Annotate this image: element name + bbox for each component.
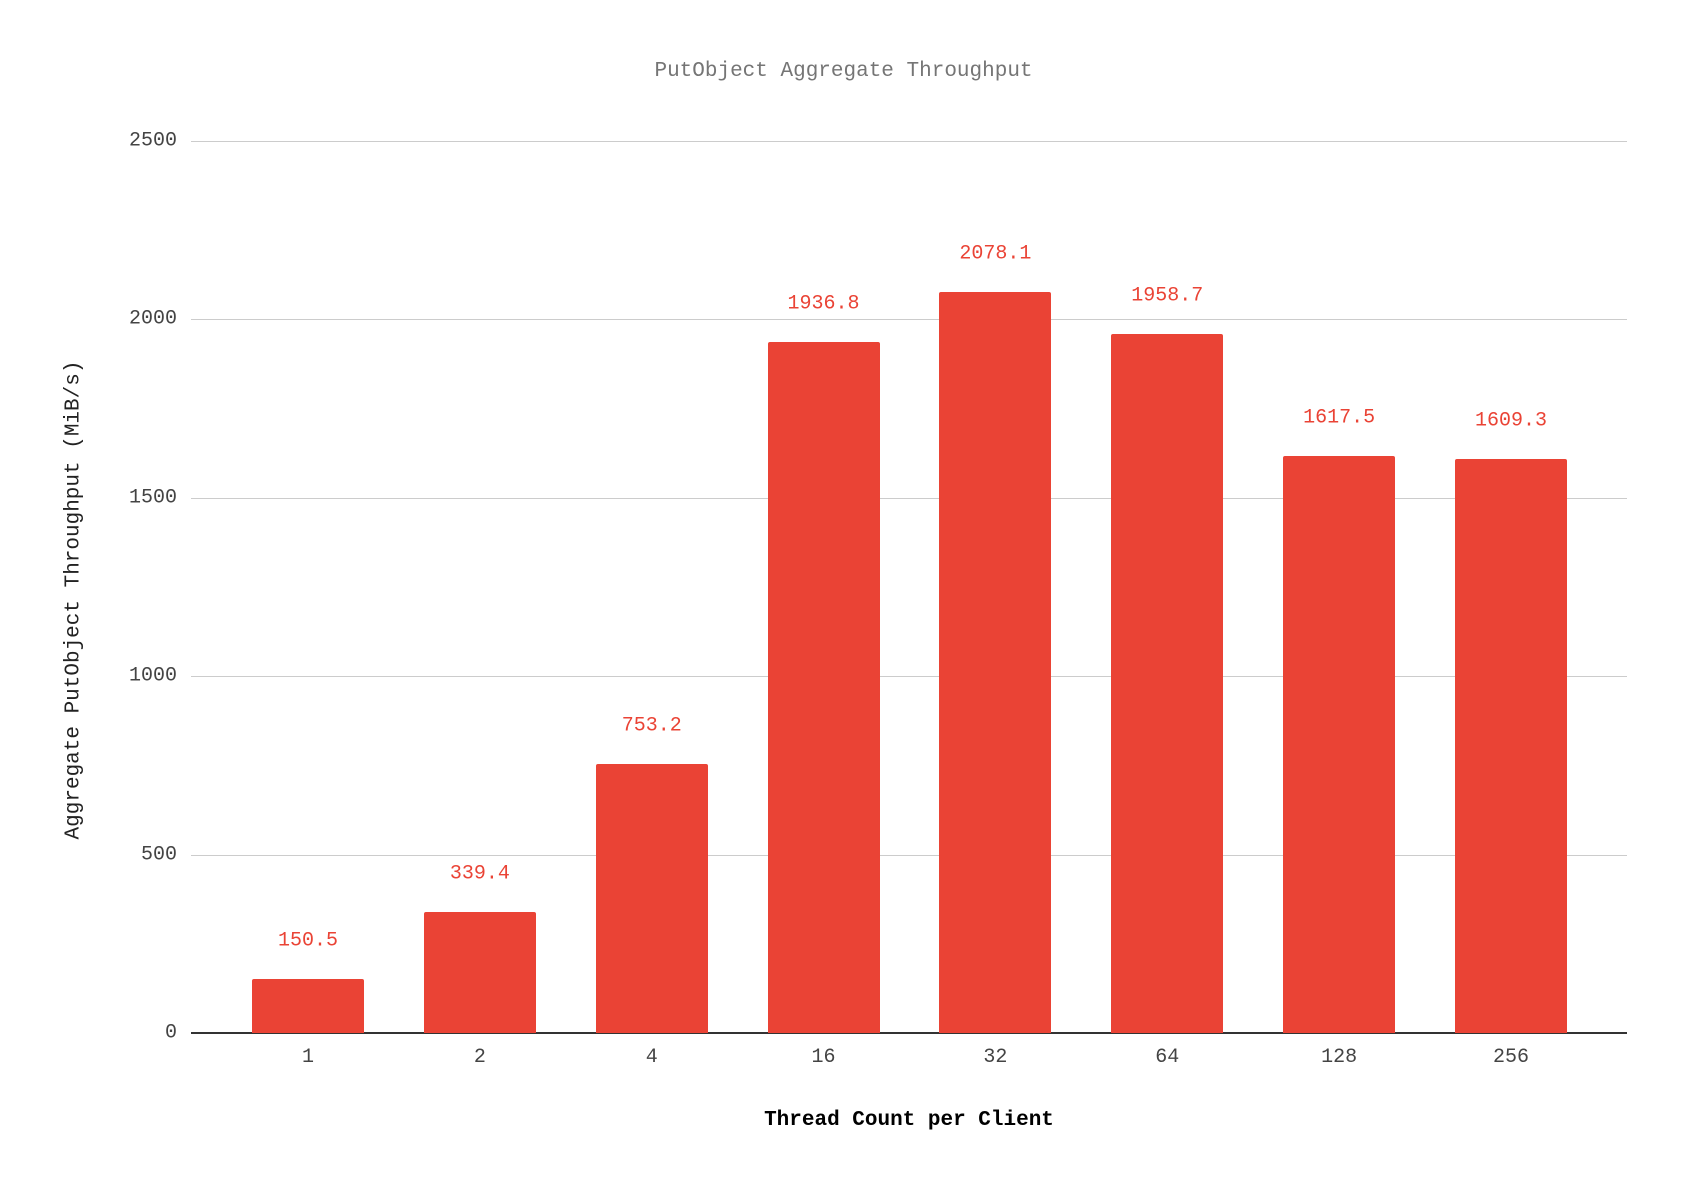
x-tick-label: 1 [301, 1046, 314, 1069]
x-tick-label: 128 [1321, 1046, 1358, 1069]
y-tick-label: 1500 [128, 486, 177, 510]
y-tick-label: 0 [164, 1021, 177, 1045]
bar-64 [1111, 334, 1224, 1033]
y-tick-label: 1000 [128, 664, 177, 688]
bar-4 [595, 764, 708, 1033]
y-tick-label: 2500 [128, 129, 177, 153]
x-tick-label: 2 [473, 1046, 486, 1069]
data-label: 1936.8 [787, 292, 860, 316]
data-label: 1617.5 [1303, 406, 1376, 430]
x-tick-label: 32 [983, 1046, 1008, 1069]
data-label: 1958.7 [1131, 284, 1204, 308]
x-tick-label: 4 [645, 1046, 658, 1069]
y-tick-label: 500 [140, 843, 177, 867]
x-tick-label: 64 [1155, 1046, 1180, 1069]
data-label: 753.2 [621, 714, 682, 738]
y-tick-label: 2000 [128, 307, 177, 331]
data-label: 1609.3 [1474, 409, 1547, 433]
bar-2 [423, 911, 536, 1033]
bar-256 [1455, 458, 1567, 1033]
plot-area: 150.5 339.4 753.2 1936.8 2078.1 1958.7 1617.5 1… [191, 141, 1627, 1034]
gridline [191, 497, 1627, 499]
gridline [191, 319, 1627, 321]
y-axis-title: Aggregate PutObject Throughput (MiB/s) [62, 360, 86, 840]
data-label: 2078.1 [959, 242, 1032, 266]
bar-16 [767, 341, 880, 1033]
x-axis-line [191, 1032, 1627, 1034]
data-label: 150.5 [277, 929, 338, 953]
gridline [191, 676, 1627, 678]
data-label: 339.4 [449, 862, 510, 886]
chart-title-text: PutObject Aggregate Throughput [654, 60, 1033, 83]
bar-32 [939, 291, 1052, 1033]
gridline [191, 141, 1627, 142]
bar-1 [252, 979, 364, 1033]
chart-title: PutObject Aggregate Throughput [0, 60, 1687, 83]
gridline [191, 854, 1627, 856]
x-axis-title: Thread Count per Client [764, 1109, 1054, 1132]
bar-128 [1283, 455, 1396, 1033]
x-tick-label: 16 [811, 1046, 836, 1069]
x-tick-label: 256 [1492, 1046, 1529, 1069]
